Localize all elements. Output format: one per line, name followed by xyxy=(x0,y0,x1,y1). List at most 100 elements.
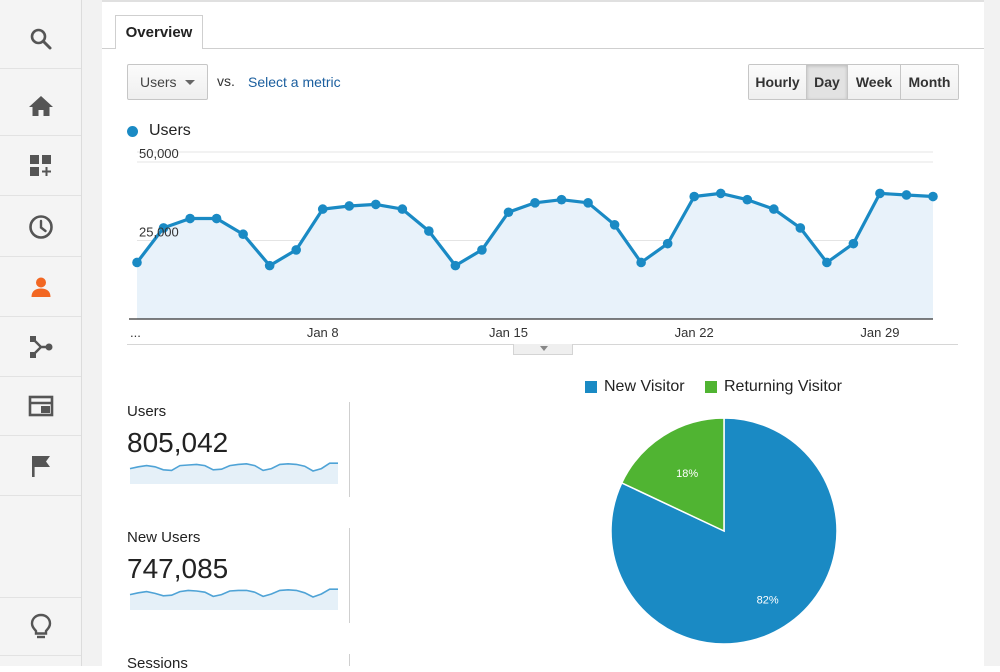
line-chart: 50,000 25,000... Jan 8 Jan 15 Jan 22 Jan 29 xyxy=(129,146,938,340)
stat-value-new-users: 747,085 xyxy=(127,553,229,584)
sidebar-item-search[interactable] xyxy=(0,10,81,69)
granularity-toggle: Hourly Day Week Month xyxy=(748,64,959,100)
stat-label-sessions: Sessions xyxy=(127,655,188,672)
select-metric-link[interactable]: Select a metric xyxy=(248,74,341,90)
data-point xyxy=(397,204,408,214)
person-icon xyxy=(31,277,50,297)
lightbulb-icon xyxy=(30,613,51,638)
data-point xyxy=(822,257,832,268)
right-gutter xyxy=(984,0,1000,666)
data-point xyxy=(158,223,169,233)
sidebar xyxy=(0,0,82,666)
data-point xyxy=(344,201,355,211)
legend-label-new-visitor: New Visitor xyxy=(604,378,685,395)
legend-label-users: Users xyxy=(149,122,191,139)
pie-slice xyxy=(620,417,725,533)
pie-legend-new-visitor[interactable]: New Visitor xyxy=(585,378,685,396)
data-point xyxy=(503,207,514,218)
sparkline-line xyxy=(129,462,338,472)
data-point xyxy=(264,260,275,271)
clock-icon xyxy=(28,215,53,239)
pie-slice-label: 82% xyxy=(757,595,779,607)
behavior-icon xyxy=(28,395,53,417)
sidebar-item-customization[interactable] xyxy=(0,137,81,196)
search-icon xyxy=(30,28,51,50)
chart-collapse-handle[interactable] xyxy=(513,344,573,355)
legend-swatch-new-visitor xyxy=(585,381,597,393)
home-icon xyxy=(28,96,53,116)
pie-legend-returning-visitor[interactable]: Returning Visitor xyxy=(705,378,842,396)
sparkline-area xyxy=(130,463,338,484)
sidebar-item-conversions[interactable] xyxy=(0,437,81,496)
data-point xyxy=(530,198,540,208)
pie-slice-label: 18% xyxy=(676,468,698,480)
stat-divider xyxy=(349,654,350,666)
tab-overview[interactable]: Overview xyxy=(115,15,203,49)
data-point xyxy=(583,198,593,208)
hourly-button[interactable]: Hourly xyxy=(749,65,807,99)
x-tick-label: Jan 15 xyxy=(489,325,528,340)
data-point xyxy=(238,229,248,240)
tab-divider xyxy=(102,48,984,49)
sparkline-area xyxy=(130,589,338,610)
data-point xyxy=(211,213,222,224)
data-point xyxy=(132,257,142,268)
legend-label-returning-visitor: Returning Visitor xyxy=(724,378,842,395)
data-point xyxy=(662,238,673,249)
sidebar-item-home[interactable] xyxy=(0,77,81,136)
data-point xyxy=(477,245,487,255)
data-point xyxy=(291,245,302,255)
data-point xyxy=(317,204,328,214)
x-tick-label: ... xyxy=(130,325,141,340)
sidebar-item-audience[interactable] xyxy=(0,258,81,317)
sidebar-item-realtime[interactable] xyxy=(0,198,81,257)
customization-icon xyxy=(29,155,51,176)
sparklines xyxy=(129,462,338,610)
data-point xyxy=(848,238,859,249)
stat-divider xyxy=(349,528,350,623)
week-button[interactable]: Week xyxy=(848,65,901,99)
chevron-down-icon xyxy=(185,80,195,85)
stat-label-new-users: New Users xyxy=(127,529,201,546)
left-gutter xyxy=(82,0,102,666)
sparkline-line xyxy=(129,588,338,598)
series-area-users xyxy=(137,193,933,319)
data-point xyxy=(185,213,195,224)
metric-select[interactable]: Users xyxy=(127,64,208,100)
x-tick-label: Jan 29 xyxy=(860,325,899,340)
legend-swatch-returning-visitor xyxy=(705,381,717,393)
legend-dot-users xyxy=(127,125,138,137)
stat-value-users: 805,042 xyxy=(127,427,229,458)
line-chart-legend[interactable]: Users xyxy=(127,122,191,140)
metric-select-value: Users xyxy=(140,74,177,90)
month-button[interactable]: Month xyxy=(901,65,958,99)
pie-chart: 82% 18% xyxy=(610,417,838,645)
sidebar-item-discover[interactable] xyxy=(0,597,81,656)
data-point xyxy=(636,257,646,268)
top-border xyxy=(102,0,984,2)
sidebar-item-behavior[interactable] xyxy=(0,377,81,436)
data-point xyxy=(609,220,620,230)
data-point xyxy=(769,204,779,214)
data-point xyxy=(556,194,567,205)
data-point xyxy=(715,188,726,199)
collapse-arrow-icon xyxy=(540,346,548,351)
data-point xyxy=(742,194,753,205)
sidebar-item-acquisition[interactable] xyxy=(0,318,81,377)
data-point xyxy=(928,191,938,202)
data-point xyxy=(689,191,699,202)
x-tick-label: Jan 8 xyxy=(307,325,339,340)
data-point xyxy=(450,260,461,271)
data-point xyxy=(875,188,885,199)
vs-label: vs. xyxy=(217,73,235,89)
stat-divider xyxy=(349,402,350,497)
flag-icon xyxy=(31,456,50,477)
x-tick-label: Jan 22 xyxy=(675,325,714,340)
y-tick-label: 25,000 xyxy=(139,225,179,240)
data-point xyxy=(371,199,381,210)
stat-label-users: Users xyxy=(127,403,167,420)
acquisition-icon xyxy=(29,336,52,358)
day-button[interactable]: Day xyxy=(807,65,848,99)
data-point xyxy=(795,223,806,233)
